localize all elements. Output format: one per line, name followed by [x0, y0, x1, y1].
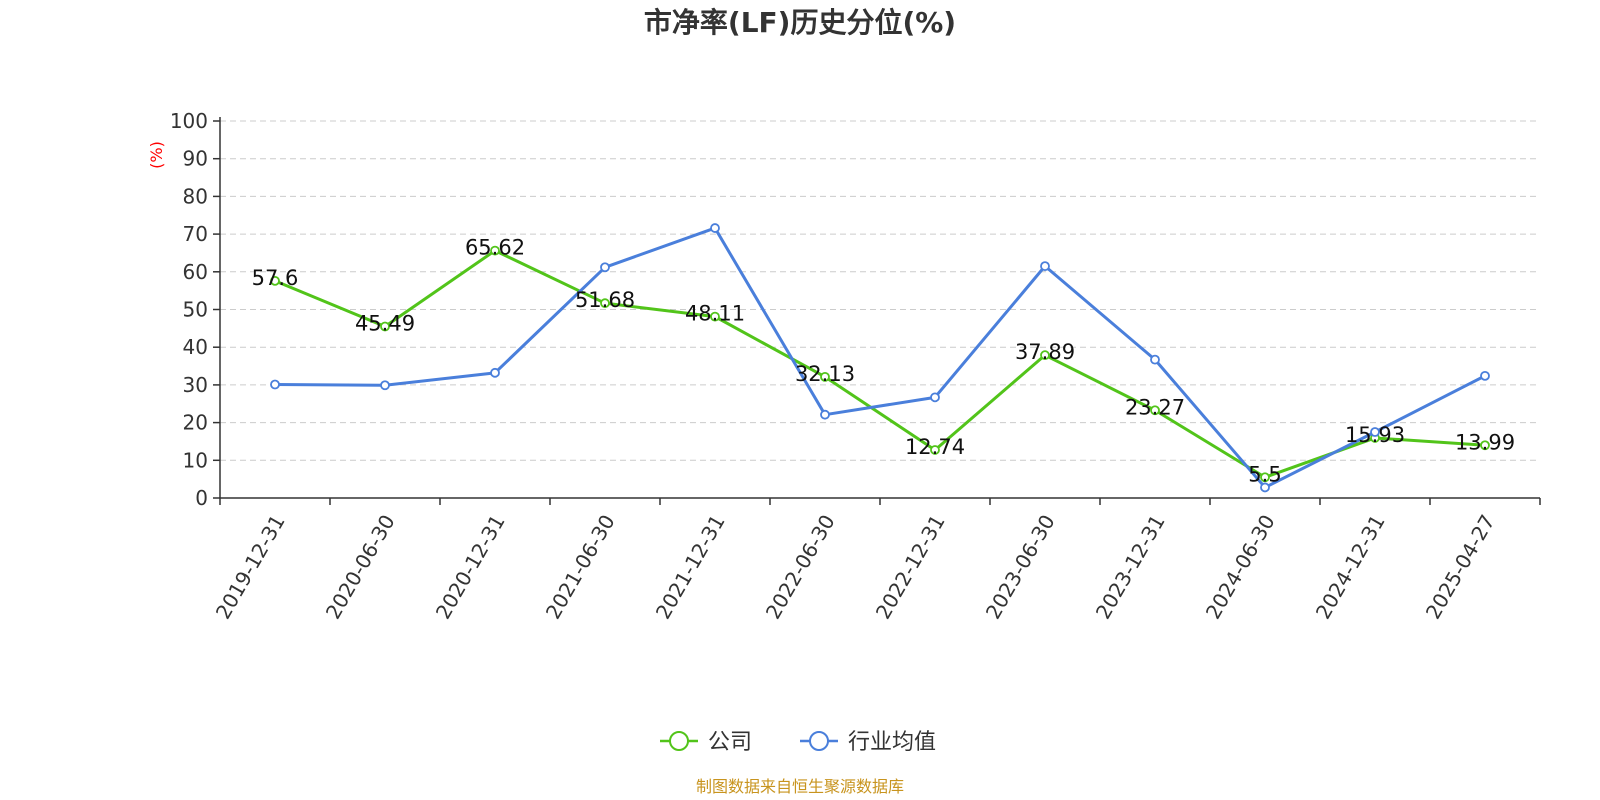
source-note: 制图数据来自恒生聚源数据库: [696, 777, 904, 796]
data-label: 57.6: [252, 266, 299, 290]
x-tick-label: 2024-12-31: [1311, 511, 1390, 624]
y-tick-label: 40: [183, 335, 208, 359]
y-tick-label: 70: [183, 222, 208, 246]
data-point: [1480, 370, 1490, 381]
legend-label: 行业均值: [848, 730, 936, 755]
y-tick-label: 0: [195, 486, 208, 510]
data-point: [1150, 354, 1160, 365]
data-point: [1370, 427, 1380, 437]
x-tick-label: 2023-12-31: [1091, 511, 1170, 624]
x-tick-label: 2023-06-30: [981, 511, 1060, 624]
x-tick-label: 2020-12-31: [431, 511, 510, 624]
data-label: 48.11: [685, 302, 745, 326]
y-tick-label: 60: [183, 260, 208, 284]
data-label: 12.74: [905, 435, 965, 459]
data-label: 5.5: [1248, 462, 1281, 486]
grid-lines: [220, 120, 1540, 461]
data-point: [380, 321, 390, 332]
y-tick-label: 20: [183, 411, 208, 435]
data-point: [600, 298, 610, 309]
x-tick-label: 2020-06-30: [321, 511, 400, 624]
y-tick-label: 30: [183, 373, 208, 397]
data-label: 32.13: [795, 362, 855, 386]
data-point: [1150, 405, 1160, 416]
data-point: [270, 379, 280, 390]
data-point: [1040, 261, 1050, 272]
y-tick-label: 10: [183, 448, 208, 472]
data-label: 45.49: [355, 312, 415, 336]
data-point: [1260, 482, 1270, 493]
data-point: [380, 380, 390, 391]
series-lines: [270, 223, 1490, 493]
series-line-1: [274, 226, 1486, 489]
data-point: [600, 262, 610, 273]
legend-label: 公司: [708, 730, 752, 755]
x-tick-label: 2021-06-30: [541, 511, 620, 624]
data-label: 51.68: [575, 288, 635, 312]
x-tick-label: 2019-12-31: [211, 511, 290, 624]
data-point: [710, 223, 720, 233]
data-point: [270, 275, 280, 286]
series-line-0: [274, 249, 1486, 479]
legend-marker: [809, 731, 829, 751]
data-label: 23.27: [1125, 395, 1185, 419]
data-label: 15.93: [1345, 423, 1405, 447]
data-label: 37.89: [1015, 340, 1075, 364]
y-tick-label: 100: [170, 109, 208, 133]
legend[interactable]: 公司 行业均值: [660, 730, 936, 755]
x-tick-label: 2025-04-27: [1421, 511, 1500, 624]
y-tick-label: 80: [183, 184, 208, 208]
data-point: [930, 445, 940, 455]
x-tick-label: 2022-12-31: [871, 511, 950, 624]
legend-item-0[interactable]: 公司: [660, 730, 752, 755]
data-point: [490, 245, 500, 256]
data-point: [1480, 440, 1490, 451]
chart-title: 市净率(LF)历史分位(%): [644, 6, 956, 39]
data-point: [490, 367, 500, 378]
data-labels: 57.6 45.49 65.62 51.68 48.11 32.13 12.74 37.89 2…: [252, 236, 1515, 487]
y-tick-label: 50: [183, 298, 208, 322]
legend-item-1[interactable]: 行业均值: [800, 730, 936, 755]
data-point: [930, 392, 940, 403]
x-tick-label: 2022-06-30: [761, 511, 840, 624]
y-tick-label: 90: [183, 147, 208, 171]
data-point: [1260, 472, 1270, 483]
x-tick-label: 2024-06-30: [1201, 511, 1280, 624]
data-point: [820, 409, 830, 420]
data-label: 13.99: [1455, 430, 1515, 454]
y-axis-unit: (%): [147, 141, 166, 169]
x-tick-label: 2021-12-31: [651, 511, 730, 624]
legend-marker: [669, 731, 689, 751]
data-point: [820, 371, 830, 382]
data-point: [710, 311, 720, 322]
data-label: 65.62: [465, 236, 525, 260]
data-point: [1040, 350, 1050, 361]
